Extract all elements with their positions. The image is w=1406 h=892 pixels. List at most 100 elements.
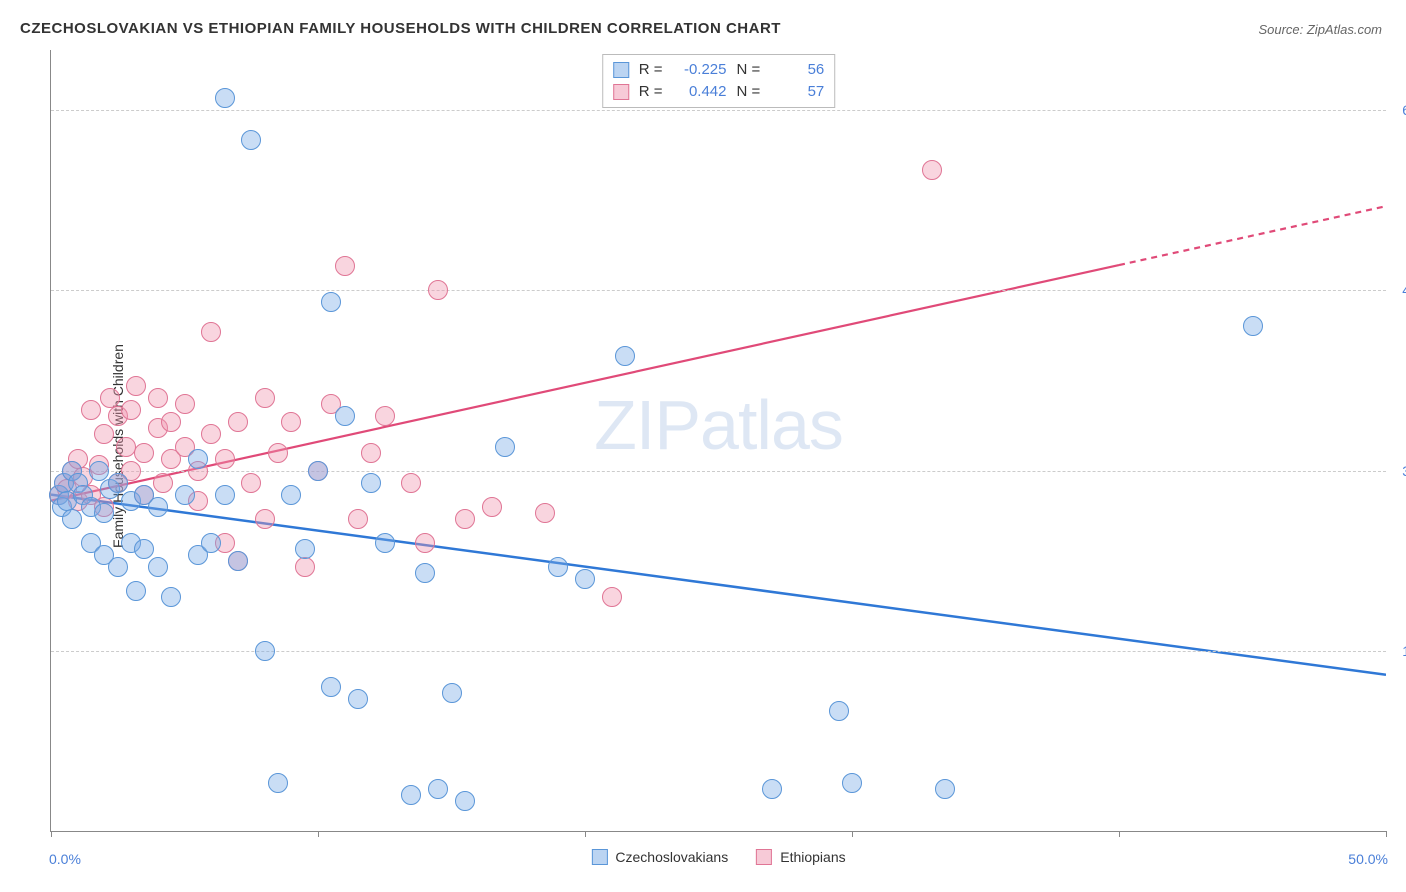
data-point-b <box>268 443 288 463</box>
data-point-b <box>134 443 154 463</box>
legend-swatch-b-icon <box>756 849 772 865</box>
data-point-b <box>148 388 168 408</box>
data-point-b <box>116 437 136 457</box>
data-point-a <box>762 779 782 799</box>
data-point-b <box>201 424 221 444</box>
y-tick-label: 15.0% <box>1392 643 1406 659</box>
data-point-a <box>348 689 368 709</box>
x-tick <box>51 831 52 837</box>
data-point-b <box>428 280 448 300</box>
data-point-b <box>255 388 275 408</box>
data-point-a <box>295 539 315 559</box>
legend-row-b: R = 0.442 N = 57 <box>613 81 825 103</box>
data-point-b <box>94 424 114 444</box>
data-point-a <box>255 641 275 661</box>
data-point-a <box>455 791 475 811</box>
data-point-b <box>100 388 120 408</box>
gridline <box>51 651 1386 652</box>
data-point-a <box>428 779 448 799</box>
data-point-b <box>415 533 435 553</box>
data-point-b <box>375 406 395 426</box>
n-value-a: 56 <box>770 59 824 81</box>
legend-row-a: R = -0.225 N = 56 <box>613 59 825 81</box>
x-tick <box>318 831 319 837</box>
data-point-b <box>295 557 315 577</box>
data-point-a <box>548 557 568 577</box>
data-point-b <box>482 497 502 517</box>
data-point-b <box>201 322 221 342</box>
series-legend: Czechoslovakians Ethiopians <box>591 849 845 865</box>
trendline <box>1119 206 1386 265</box>
r-value-a: -0.225 <box>673 59 727 81</box>
data-point-b <box>255 509 275 529</box>
data-point-b <box>401 473 421 493</box>
data-point-a <box>361 473 381 493</box>
y-tick-label: 45.0% <box>1392 282 1406 298</box>
data-point-b <box>348 509 368 529</box>
plot-area: ZIPatlas R = -0.225 N = 56 R = 0.442 N =… <box>50 50 1386 832</box>
watermark-atlas: atlas <box>700 386 843 464</box>
gridline <box>51 471 1386 472</box>
correlation-legend: R = -0.225 N = 56 R = 0.442 N = 57 <box>602 54 836 108</box>
n-value-b: 57 <box>770 81 824 103</box>
data-point-a <box>228 551 248 571</box>
data-point-b <box>81 400 101 420</box>
data-point-a <box>126 581 146 601</box>
x-tick <box>1386 831 1387 837</box>
data-point-a <box>495 437 515 457</box>
data-point-a <box>829 701 849 721</box>
data-point-a <box>215 485 235 505</box>
data-point-b <box>602 587 622 607</box>
data-point-b <box>535 503 555 523</box>
data-point-b <box>126 376 146 396</box>
data-point-a <box>575 569 595 589</box>
data-point-a <box>175 485 195 505</box>
data-point-a <box>281 485 301 505</box>
x-tick <box>852 831 853 837</box>
data-point-b <box>175 394 195 414</box>
data-point-a <box>108 557 128 577</box>
data-point-b <box>121 400 141 420</box>
watermark-zip: ZIP <box>594 386 700 464</box>
data-point-a <box>94 503 114 523</box>
y-tick-label: 60.0% <box>1392 102 1406 118</box>
data-point-b <box>335 256 355 276</box>
data-point-a <box>321 677 341 697</box>
data-point-a <box>615 346 635 366</box>
data-point-a <box>268 773 288 793</box>
data-point-a <box>148 557 168 577</box>
legend-item-b: Ethiopians <box>756 849 845 865</box>
data-point-b <box>241 473 261 493</box>
trendlines-layer <box>51 50 1386 831</box>
gridline <box>51 290 1386 291</box>
data-point-a <box>321 292 341 312</box>
n-label-b: N = <box>737 81 761 103</box>
r-label-b: R = <box>639 81 663 103</box>
data-point-a <box>241 130 261 150</box>
data-point-a <box>215 88 235 108</box>
data-point-a <box>161 587 181 607</box>
chart-title: CZECHOSLOVAKIAN VS ETHIOPIAN FAMILY HOUS… <box>20 20 781 37</box>
data-point-a <box>308 461 328 481</box>
legend-label-b: Ethiopians <box>780 849 845 865</box>
x-tick-min: 0.0% <box>49 851 81 867</box>
data-point-a <box>201 533 221 553</box>
data-point-a <box>842 773 862 793</box>
data-point-b <box>153 473 173 493</box>
data-point-a <box>188 449 208 469</box>
trendline <box>51 495 1386 675</box>
legend-label-a: Czechoslovakians <box>615 849 728 865</box>
data-point-b <box>281 412 301 432</box>
data-point-a <box>415 563 435 583</box>
x-tick-max: 50.0% <box>1348 851 1388 867</box>
legend-item-a: Czechoslovakians <box>591 849 728 865</box>
data-point-a <box>148 497 168 517</box>
trendline <box>51 265 1119 501</box>
data-point-b <box>228 412 248 432</box>
r-value-b: 0.442 <box>673 81 727 103</box>
y-tick-label: 30.0% <box>1392 463 1406 479</box>
data-point-b <box>161 412 181 432</box>
legend-swatch-a-icon <box>591 849 607 865</box>
swatch-a-icon <box>613 62 629 78</box>
gridline <box>51 110 1386 111</box>
